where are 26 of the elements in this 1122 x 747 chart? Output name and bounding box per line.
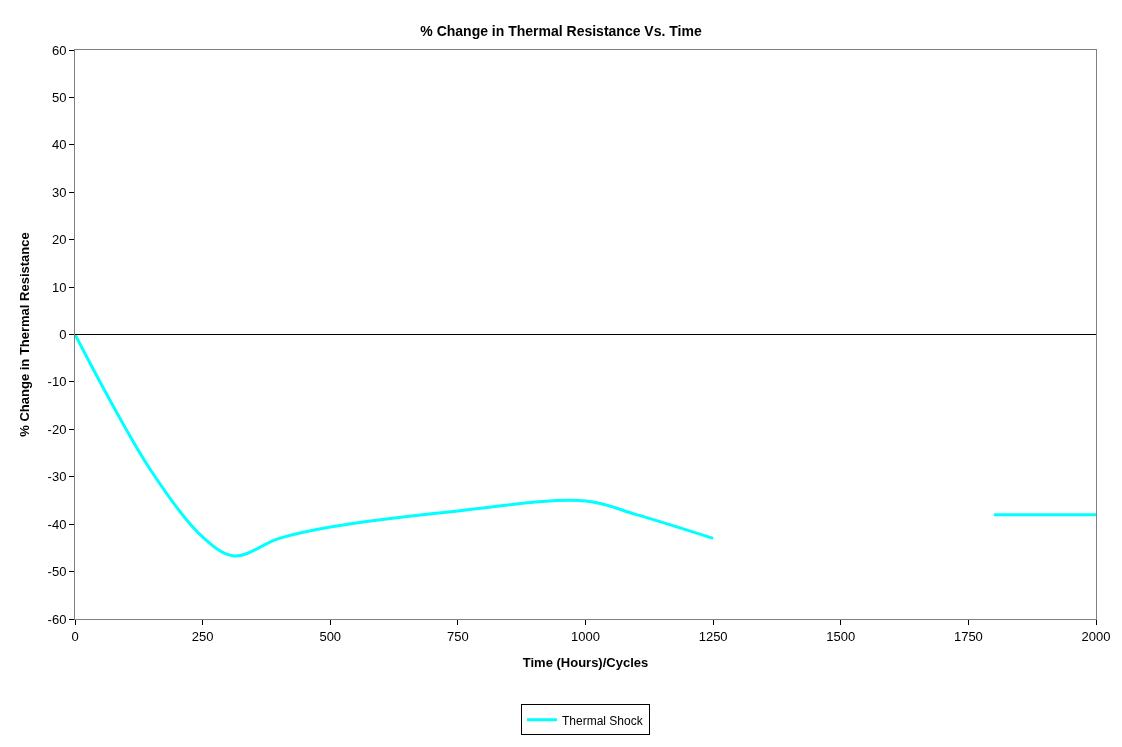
y-tick-label: 50 [51, 89, 67, 105]
y-tick-label: 40 [51, 137, 67, 153]
x-tick-label: 1000 [571, 628, 600, 644]
x-tick-label: 500 [319, 628, 342, 644]
x-tick-label: 2000 [1081, 628, 1111, 644]
x-tick-label: 750 [447, 628, 469, 644]
y-tick-label: 0 [59, 327, 67, 343]
chart-title: % Change in Thermal Resistance Vs. Time [420, 22, 702, 39]
x-axis-title: Time (Hours)/Cycles [522, 655, 649, 671]
x-tick-label: 1750 [953, 628, 983, 644]
x-tick-label: 1250 [698, 628, 728, 644]
legend-label: Thermal Shock [562, 713, 644, 728]
x-tick-label: 250 [191, 628, 214, 644]
y-tick-label: -30 [47, 469, 67, 485]
y-tick-label: -20 [47, 421, 67, 437]
y-tick-label: 30 [51, 184, 67, 200]
y-tick-label: -60 [47, 611, 67, 627]
x-tick-label: 0 [71, 628, 79, 644]
y-tick-label: 20 [51, 232, 67, 248]
y-tick-label: -40 [47, 516, 67, 532]
y-tick-label: 10 [51, 279, 67, 295]
y-tick-label: -50 [47, 564, 67, 580]
x-tick-label: 1500 [826, 628, 856, 644]
y-tick-label: 60 [51, 42, 67, 58]
y-tick-label: -10 [47, 374, 67, 390]
y-axis-title: % Change in Thermal Resistance [16, 232, 32, 437]
